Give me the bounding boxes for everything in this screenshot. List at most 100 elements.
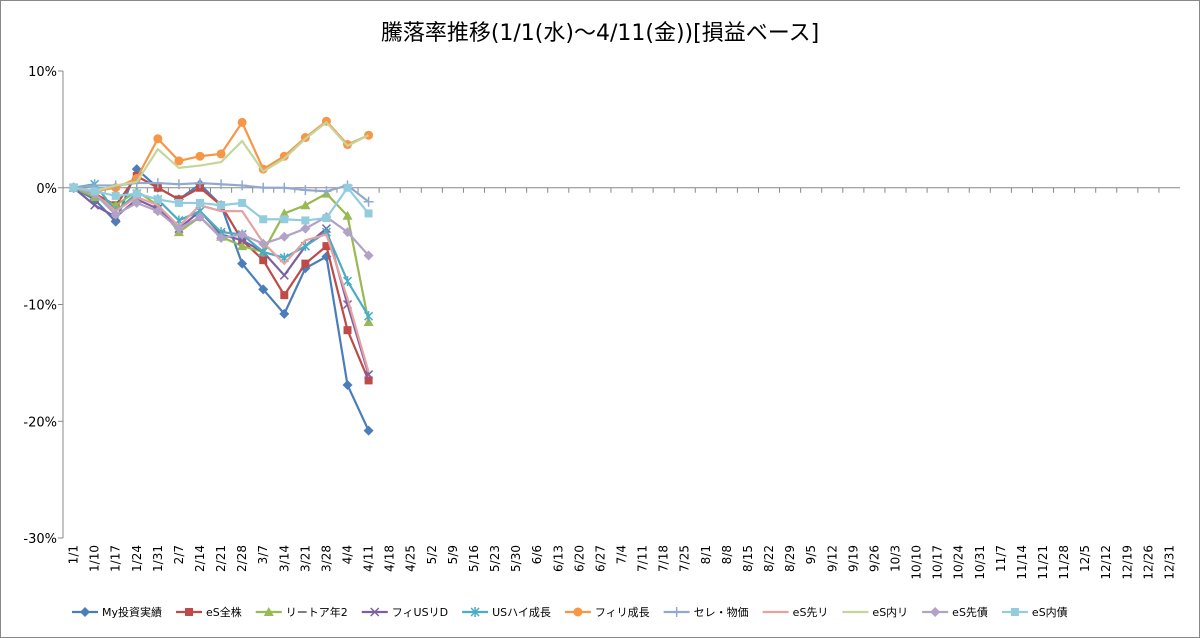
marker — [364, 311, 374, 322]
marker — [258, 182, 269, 193]
marker — [321, 186, 332, 197]
marker — [173, 179, 184, 190]
marker — [173, 223, 184, 234]
marker — [90, 200, 100, 210]
x-tick-label: 12/26 — [1141, 545, 1155, 580]
legend-label: My投資実績 — [102, 605, 162, 619]
marker — [237, 241, 248, 251]
x-tick-label: 6/27 — [593, 545, 607, 572]
x-tick-label: 4/18 — [383, 545, 397, 572]
x-tick-label: 4/4 — [341, 545, 355, 564]
legend-label: フィリ成長 — [595, 606, 650, 619]
marker — [279, 308, 290, 319]
marker — [216, 179, 227, 190]
y-tick-label: -10% — [23, 299, 57, 314]
marker — [259, 256, 268, 265]
marker — [930, 607, 941, 617]
marker — [69, 183, 78, 192]
marker — [279, 231, 290, 242]
x-tick-label: 8/29 — [783, 545, 797, 572]
x-tick-label: 6/6 — [530, 545, 544, 564]
marker — [300, 185, 311, 196]
marker — [132, 189, 141, 198]
series-line — [73, 120, 370, 193]
marker — [363, 317, 374, 327]
x-tick-label: 6/20 — [572, 545, 586, 572]
marker — [342, 276, 353, 287]
marker — [343, 326, 352, 335]
x-tick-label: 8/1 — [699, 545, 713, 564]
marker — [111, 191, 120, 200]
marker — [194, 178, 205, 189]
marker — [194, 211, 205, 222]
marker — [174, 156, 184, 166]
legend-label: eS全株 — [206, 605, 242, 619]
marker — [237, 258, 248, 269]
x-tick-label: 11/28 — [1057, 545, 1071, 580]
marker — [80, 607, 90, 617]
marker — [258, 238, 269, 249]
marker — [301, 216, 310, 225]
marker — [238, 198, 247, 207]
x-tick-label: 3/28 — [319, 545, 333, 572]
marker — [259, 215, 268, 224]
marker — [258, 284, 269, 295]
marker — [364, 209, 373, 218]
x-tick-label: 10/17 — [931, 545, 945, 580]
marker — [370, 607, 380, 617]
x-tick-label: 11/14 — [1015, 545, 1029, 580]
marker — [363, 196, 374, 207]
marker — [671, 607, 682, 617]
x-tick-label: 6/13 — [551, 545, 565, 572]
x-tick-label: 5/2 — [425, 545, 439, 564]
x-tick-label: 1/24 — [130, 545, 144, 572]
marker — [263, 607, 274, 616]
x-tick-label: 9/5 — [804, 545, 818, 564]
marker — [90, 187, 99, 196]
marker — [152, 178, 163, 189]
x-tick-label: 5/23 — [488, 545, 502, 572]
x-tick-label: 8/15 — [741, 545, 755, 572]
marker — [279, 208, 290, 218]
x-tick-label: 4/11 — [362, 545, 376, 572]
legend-label: リートア年2 — [286, 605, 348, 619]
x-tick-label: 9/12 — [825, 545, 839, 572]
marker — [470, 607, 480, 617]
x-tick-label: 5/30 — [509, 545, 523, 572]
marker — [343, 183, 352, 192]
legend-label: USハイ成長 — [492, 606, 551, 619]
legend-label: eS内債 — [1032, 605, 1068, 619]
x-tick-label: 7/18 — [657, 545, 671, 572]
marker — [300, 223, 311, 234]
marker — [216, 149, 226, 159]
x-tick-label: 12/31 — [1162, 545, 1176, 580]
marker — [195, 198, 204, 207]
x-tick-label: 9/19 — [846, 545, 860, 572]
marker — [1010, 608, 1019, 616]
x-tick-label: 5/9 — [446, 545, 460, 564]
legend-label: セレ・物価 — [694, 605, 749, 619]
x-tick-label: 11/21 — [1036, 545, 1050, 580]
marker — [573, 607, 583, 617]
marker — [185, 608, 194, 616]
marker — [342, 227, 353, 238]
marker — [363, 425, 374, 436]
x-tick-label: 11/7 — [994, 545, 1008, 572]
marker — [217, 201, 226, 210]
marker — [131, 197, 142, 208]
x-tick-label: 1/17 — [109, 545, 123, 572]
x-tick-label: 4/25 — [404, 545, 418, 572]
x-tick-label: 3/14 — [277, 545, 291, 572]
x-tick-label: 12/19 — [1120, 545, 1134, 580]
y-tick-label: 10% — [28, 65, 57, 80]
marker — [300, 200, 311, 210]
y-tick-label: 0% — [36, 182, 57, 197]
marker — [237, 117, 247, 127]
marker — [364, 376, 373, 385]
x-tick-label: 2/7 — [172, 545, 186, 564]
y-tick-label: -20% — [23, 415, 57, 430]
marker — [279, 182, 290, 193]
x-tick-label: 12/12 — [1099, 545, 1113, 580]
marker — [216, 232, 227, 243]
